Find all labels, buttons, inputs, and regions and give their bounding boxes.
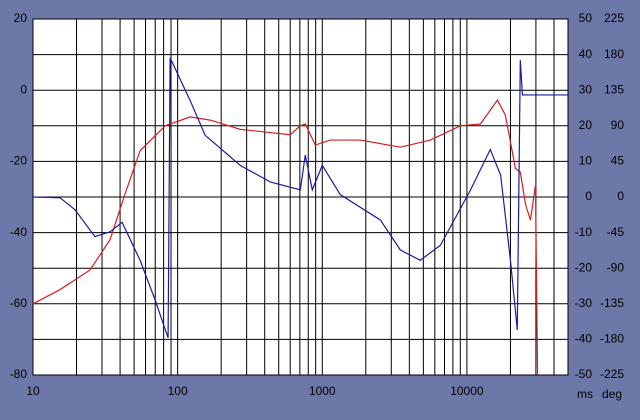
y3-tick-label: -45 — [607, 225, 625, 239]
y3-tick-label: 0 — [617, 189, 624, 203]
y2-tick-label: 50 — [579, 11, 593, 25]
y2-tick-label: -30 — [575, 296, 593, 310]
x-tick-label: 10000 — [450, 384, 484, 398]
y2-tick-label: -50 — [575, 367, 593, 381]
y3-tick-label: 45 — [611, 154, 625, 168]
y2-tick-label: 10 — [579, 154, 593, 168]
y2-tick-label: 0 — [585, 189, 592, 203]
y2-tick-label: -40 — [575, 332, 593, 346]
y2-tick-label: 30 — [579, 82, 593, 96]
x-tick-label: 10 — [26, 384, 40, 398]
y3-tick-label: -135 — [600, 296, 624, 310]
y-tick-label: -60 — [10, 296, 28, 310]
y3-axis-label: deg — [602, 387, 622, 401]
y2-tick-label: 40 — [579, 47, 593, 61]
y3-tick-label: 90 — [611, 118, 625, 132]
y-tick-label: -40 — [10, 225, 28, 239]
x-tick-label: 1000 — [309, 384, 336, 398]
y-tick-label: 0 — [20, 82, 27, 96]
y3-tick-label: 180 — [604, 47, 624, 61]
y-tick-label: -20 — [10, 154, 28, 168]
y3-tick-label: 135 — [604, 82, 624, 96]
series-line — [32, 99, 539, 376]
x-tick-label: 100 — [168, 384, 188, 398]
y3-tick-label: -180 — [600, 332, 624, 346]
y2-tick-label: -20 — [575, 260, 593, 274]
series-line — [32, 57, 568, 339]
y3-tick-label: -90 — [607, 260, 625, 274]
y3-tick-label: -225 — [600, 367, 624, 381]
y2-tick-label: 20 — [579, 118, 593, 132]
y-tick-label: -80 — [10, 367, 28, 381]
y3-tick-label: 225 — [604, 11, 624, 25]
y-tick-label: 20 — [14, 11, 28, 25]
y2-tick-label: -10 — [575, 225, 593, 239]
y2-axis-label: ms — [577, 387, 593, 401]
